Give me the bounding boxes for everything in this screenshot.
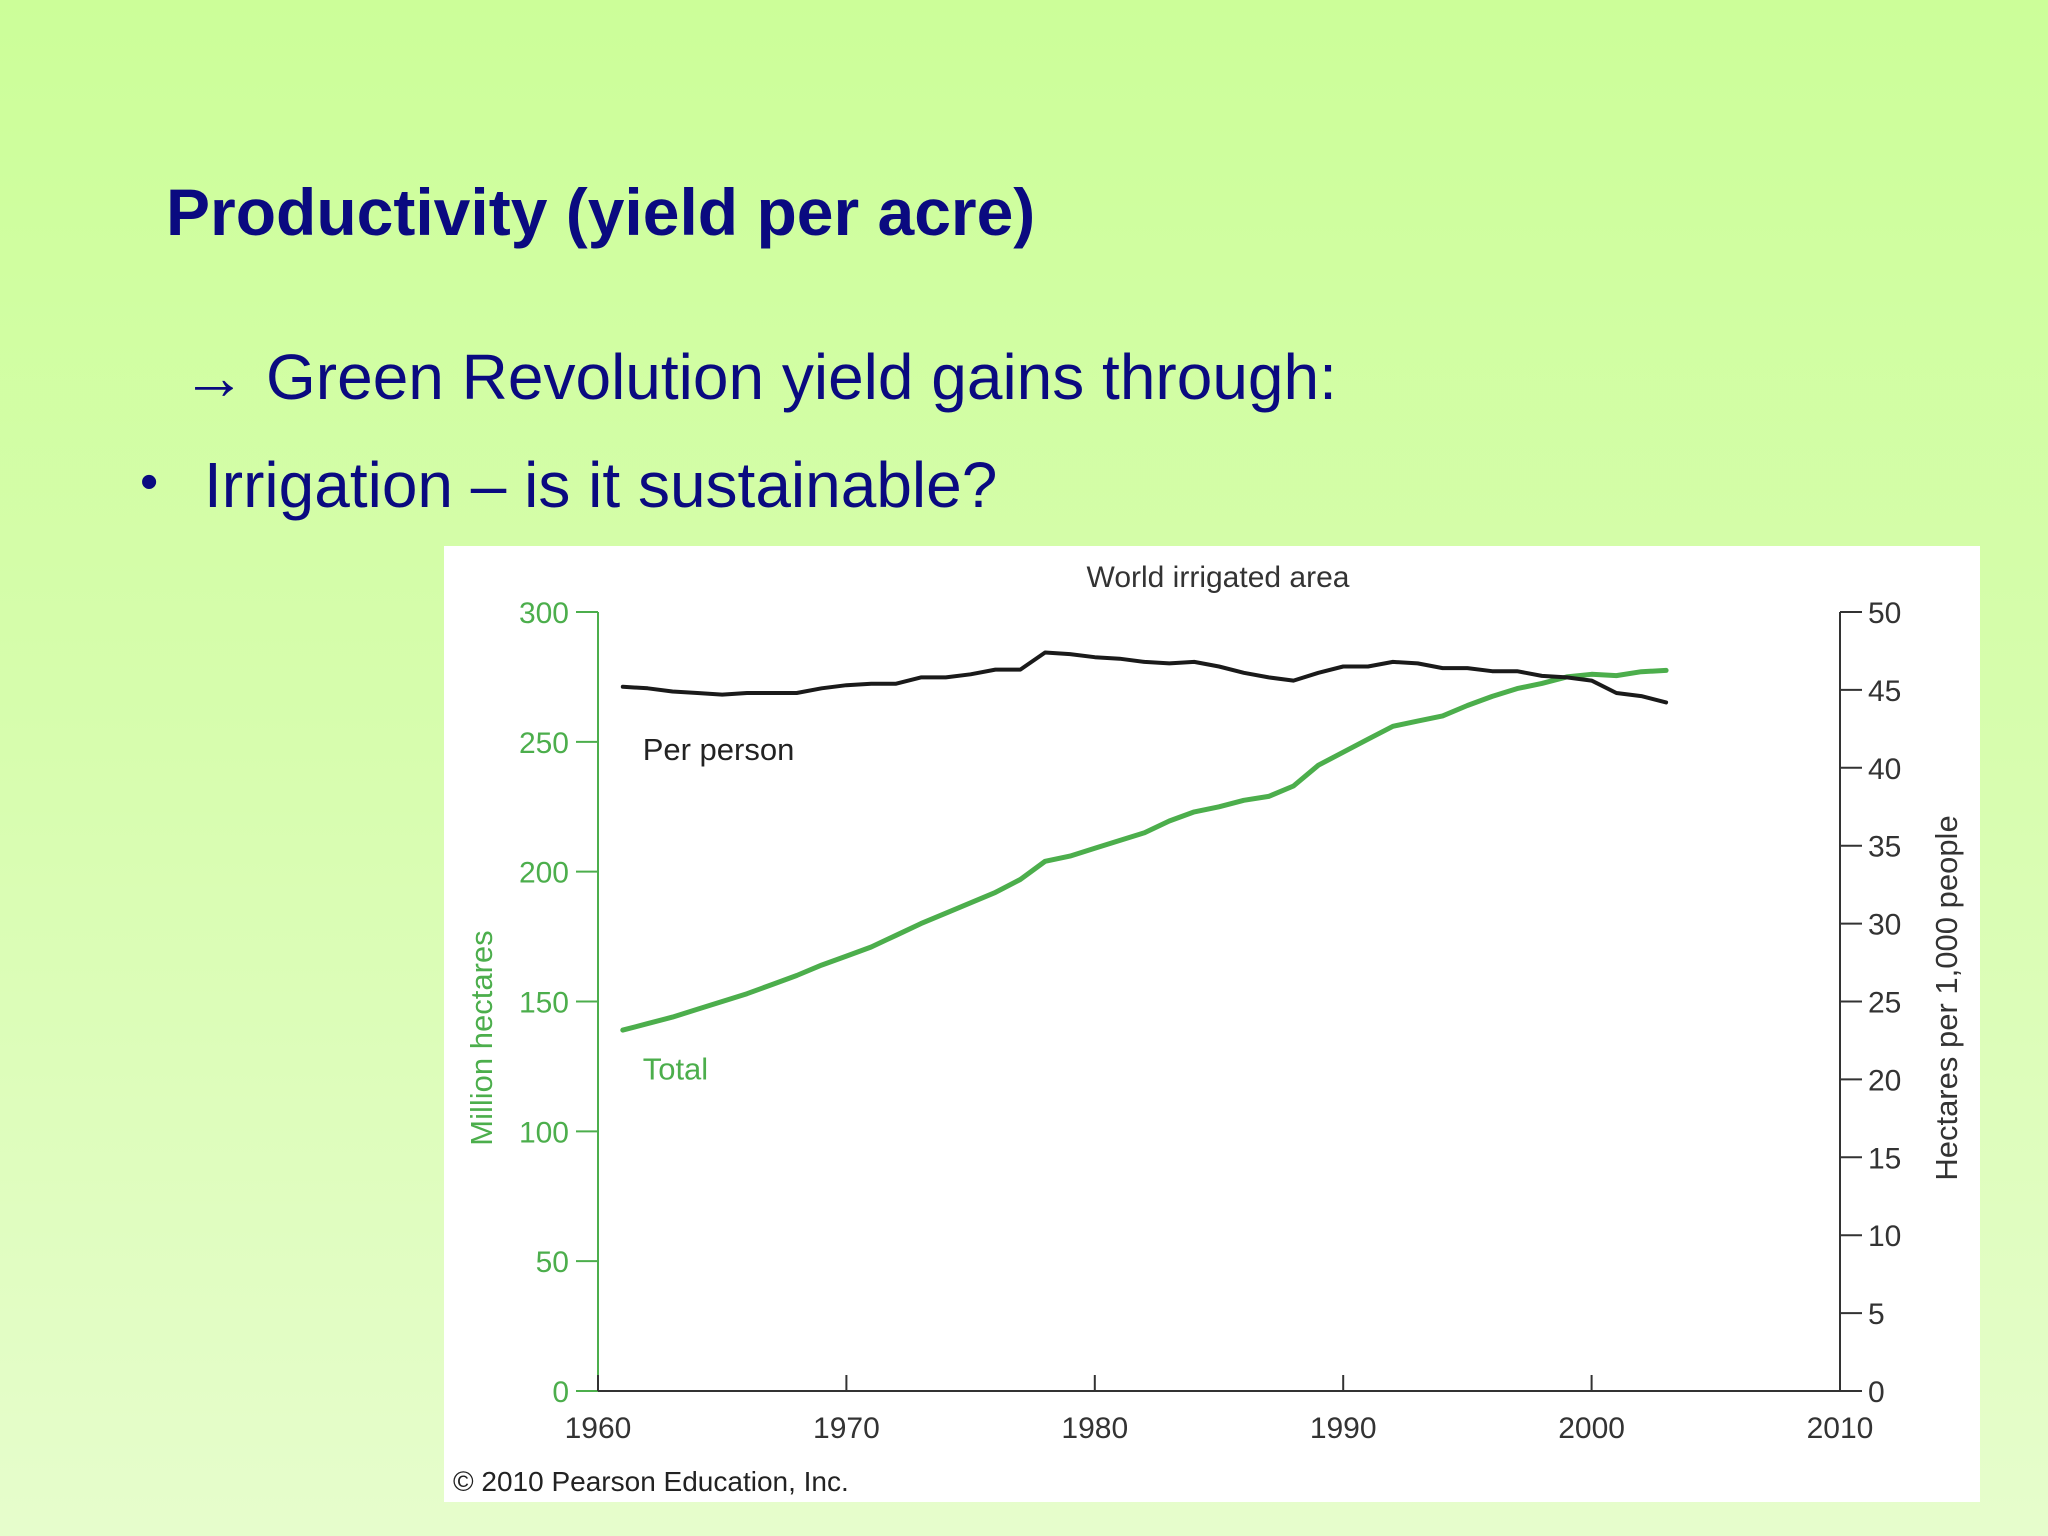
x-axis-tick-label: 1960 [565,1412,632,1445]
bullet-line: • Irrigation – is it sustainable? [140,448,997,522]
right-axis-tick-label: 5 [1868,1298,1885,1331]
bullet-icon: • [140,453,159,511]
right-axis-tick-label: 15 [1868,1142,1901,1175]
arrow-line: → Green Revolution yield gains through: [182,340,1337,414]
left-axis-tick-label: 50 [536,1246,569,1279]
right-axis-tick-label: 25 [1868,987,1901,1020]
chart-panel: World irrigated area 0 50 100 150 200 250 300 0… [444,546,1980,1502]
right-axis-label: Hectares per 1,000 people [1929,815,1964,1180]
right-axis-tick-label: 35 [1868,831,1901,864]
left-axis-tick-label: 150 [519,987,569,1020]
series-label-per-person: Per person [643,732,795,767]
series-line-total [620,667,1669,1033]
left-axis-tick-label: 300 [519,597,569,630]
chart-title: World irrigated area [1087,561,1350,594]
left-axis-tick-label: 200 [519,857,569,890]
arrow-line-text: Green Revolution yield gains through: [266,341,1337,413]
left-axis-label: Million hectares [464,930,499,1145]
right-axis-tick-label: 0 [1868,1376,1885,1409]
x-axis-tick-label: 1990 [1310,1412,1377,1445]
series-label-total: Total [643,1051,708,1086]
left-axis-tick-label: 0 [552,1376,569,1409]
right-axis-tick-label: 10 [1868,1220,1901,1253]
x-axis-tick-label: 2000 [1558,1412,1625,1445]
right-axis-tick-label: 20 [1868,1064,1901,1097]
right-axis-tick-label: 50 [1868,597,1901,630]
right-axis-tick-label: 45 [1868,675,1901,708]
right-axis-tick-label: 40 [1868,753,1901,786]
slide-title: Productivity (yield per acre) [166,175,1036,249]
irrigated-area-chart: World irrigated area 0 50 100 150 200 250 300 0… [453,561,1964,1497]
arrow-icon: → [182,341,246,413]
x-axis-tick-label: 2010 [1807,1412,1874,1445]
bullet-line-text: Irrigation – is it sustainable? [204,449,998,521]
left-axis-tick-label: 250 [519,727,569,760]
right-axis-tick-label: 30 [1868,909,1901,942]
series-line-per-person [620,650,1669,705]
x-axis-tick-label: 1970 [813,1412,880,1445]
x-axis-tick-label: 1980 [1061,1412,1128,1445]
left-axis-tick-label: 100 [519,1116,569,1149]
credit-text: © 2010 Pearson Education, Inc. [453,1466,849,1497]
